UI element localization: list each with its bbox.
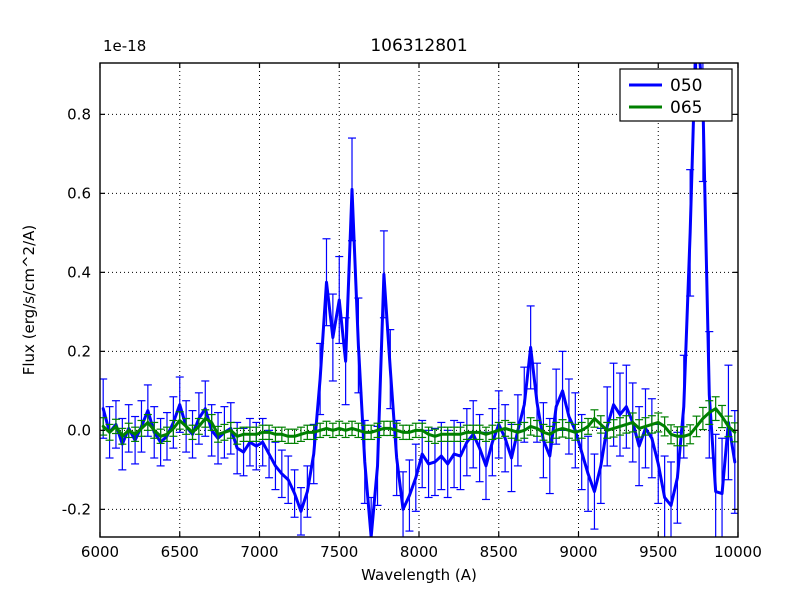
xtick-label: 8500 (480, 543, 518, 561)
series-line-065 (101, 407, 737, 438)
xtick-label: 6500 (161, 543, 199, 561)
legend-box (619, 68, 733, 122)
xtick-label: 9500 (639, 543, 677, 561)
ytick-label: 0.8 (67, 105, 91, 123)
xtick-label: 10000 (714, 543, 762, 561)
axis-ticks: 6000 6500 7000 7500 8000 8500 9000 9500 10000 -0.… (62, 63, 762, 561)
ytick-label: -0.2 (62, 500, 91, 518)
xtick-label: 9000 (559, 543, 597, 561)
legend-label-050: 050 (670, 76, 702, 96)
y-axis-label: Flux (erg/s/cm^2/A) (20, 225, 38, 376)
xtick-label: 7000 (240, 543, 278, 561)
xtick-label: 8000 (400, 543, 438, 561)
xtick-label: 6000 (81, 543, 119, 561)
legend-label-065: 065 (670, 98, 702, 118)
data-layer (100, 63, 738, 537)
ytick-label: 0.4 (67, 263, 91, 281)
chart-title: 106312801 (370, 36, 467, 56)
series-050 (100, 63, 738, 537)
ytick-label: 0.2 (67, 342, 91, 360)
ytick-label: 0.6 (67, 184, 91, 202)
x-axis-label: Wavelength (A) (361, 566, 477, 584)
series-065 (100, 396, 738, 447)
ytick-label: 0.0 (67, 421, 91, 439)
y-axis-offset-label: 1e-18 (103, 37, 146, 55)
xtick-label: 7500 (320, 543, 358, 561)
